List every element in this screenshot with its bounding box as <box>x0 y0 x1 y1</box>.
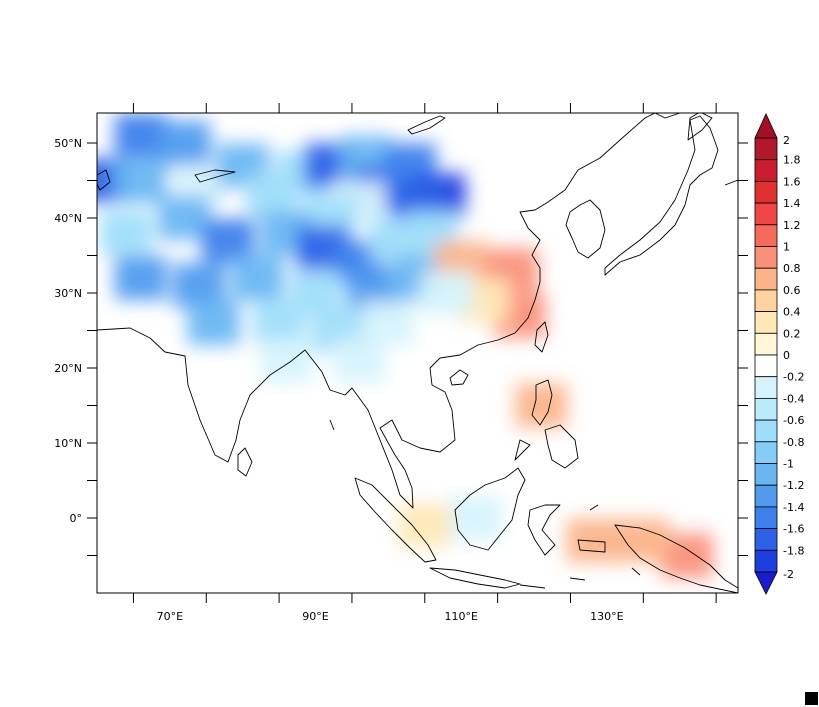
anomaly-patch <box>566 518 619 563</box>
colorbar-label: 1.8 <box>783 154 801 167</box>
colorbar-label: 0.2 <box>783 327 801 340</box>
colorbar-label: 0.4 <box>783 306 801 319</box>
colorbar-box <box>754 267 778 291</box>
anomaly-patch <box>253 301 306 345</box>
lon-label: 70°E <box>157 610 183 623</box>
anomaly-patch <box>362 301 415 345</box>
coastline-japan <box>604 115 719 276</box>
colorbar-label: 1.6 <box>783 175 801 188</box>
colorbar-box <box>754 224 778 247</box>
anomaly-patch <box>398 503 451 548</box>
coastline-lakes <box>97 115 446 191</box>
lat-label: 30°N <box>54 287 82 300</box>
colorbar-label: -1.2 <box>783 479 804 492</box>
colorbar-box <box>754 506 778 529</box>
coastline-small-islands <box>329 419 641 589</box>
colorbar-label: 0.8 <box>783 262 801 275</box>
colorbar-label: -1.8 <box>783 544 804 557</box>
coastlines <box>97 113 738 593</box>
colorbar-box <box>754 549 778 573</box>
colorbar-box <box>754 376 778 399</box>
lat-label: 0° <box>70 512 83 525</box>
anomaly-patch <box>187 301 240 345</box>
colorbar: 2 1.8 1.6 1.4 1.2 1 0.8 0.6 0.4 0.2 0 -0.2 -0.4 -0.6 -… <box>754 113 804 595</box>
coastline-sri-lanka <box>237 447 253 477</box>
colorbar-label: 1 <box>783 241 790 254</box>
colorbar-box <box>754 289 778 312</box>
colorbar-box <box>754 397 778 421</box>
lon-label: 130°E <box>590 610 623 623</box>
colorbar-label: 2 <box>783 134 790 147</box>
lon-label: 90°E <box>302 610 328 623</box>
anomaly-field <box>97 113 714 578</box>
lat-label: 20°N <box>54 362 82 375</box>
colorbar-box <box>754 354 778 378</box>
corner-marker <box>805 692 818 705</box>
colorbar-label: -0.8 <box>783 436 804 449</box>
coastline-russia-east <box>654 113 738 186</box>
colorbar-arrow-top <box>754 113 778 139</box>
coastline-sulawesi <box>527 504 561 556</box>
colorbar-box <box>754 528 778 551</box>
anomaly-patch <box>449 496 502 540</box>
longitude-labels: 70°E 90°E 110°E 130°E <box>157 610 624 623</box>
coastline-java <box>429 567 521 589</box>
lat-label: 50°N <box>54 137 82 150</box>
coastline-hokkaido <box>687 113 713 141</box>
anomaly-patch <box>420 271 473 315</box>
colorbar-label: 0.6 <box>783 284 801 297</box>
colorbar-box <box>754 202 778 226</box>
colorbar-box <box>754 484 778 508</box>
colorbar-box <box>754 159 778 182</box>
colorbar-box <box>754 311 778 334</box>
colorbar-label: -0.6 <box>783 414 804 427</box>
colorbar-label: -2 <box>783 568 794 581</box>
axis-ticks <box>87 103 748 603</box>
anomaly-patch <box>114 256 167 300</box>
coastline-philippines <box>514 379 579 469</box>
anomaly-patch <box>661 533 714 578</box>
colorbar-box <box>754 463 778 486</box>
coastline-korea <box>565 199 606 259</box>
coastline-taiwan <box>534 321 549 353</box>
anomaly-patch <box>617 518 670 563</box>
coastline-hainan <box>449 369 469 386</box>
lat-label: 10°N <box>54 437 82 450</box>
colorbar-label: -0.2 <box>783 371 804 384</box>
colorbar-label: 0 <box>783 349 790 362</box>
anomaly-patch <box>158 196 211 240</box>
colorbar-arrow-bottom <box>754 571 778 595</box>
colorbar-box <box>754 137 778 161</box>
colorbar-label: -0.4 <box>783 392 804 405</box>
colorbar-label: -1 <box>783 458 794 471</box>
colorbar-label: -1.6 <box>783 523 804 536</box>
colorbar-box <box>754 419 778 443</box>
latitude-labels: 50°N 40°N 30°N 20°N 10°N 0° <box>54 137 82 525</box>
anomaly-patch <box>333 338 386 383</box>
colorbar-box <box>754 332 778 356</box>
colorbar-box <box>754 441 778 464</box>
colorbar-label: -1.4 <box>783 501 804 514</box>
plot-frame <box>96 112 739 594</box>
anomaly-patch <box>158 121 211 165</box>
coastline-borneo <box>454 467 526 551</box>
coastline-mainland <box>97 113 656 509</box>
coastline-sumatra <box>354 477 437 563</box>
anomaly-patch <box>260 338 313 383</box>
anomaly-patch <box>231 256 284 300</box>
colorbar-label: 1.2 <box>783 219 801 232</box>
colorbar-box <box>754 180 778 204</box>
anomaly-patch <box>202 218 255 263</box>
anomaly-patch <box>114 113 167 158</box>
lat-label: 40°N <box>54 212 82 225</box>
anomaly-patch <box>515 383 568 428</box>
anomaly-patch <box>100 211 153 255</box>
anomaly-patch <box>172 263 225 308</box>
colorbar-label: 1.4 <box>783 197 801 210</box>
coastline-new-guinea <box>614 524 738 593</box>
anomaly-patch <box>114 158 167 203</box>
colorbar-box <box>754 246 778 269</box>
lon-label: 110°E <box>444 610 477 623</box>
